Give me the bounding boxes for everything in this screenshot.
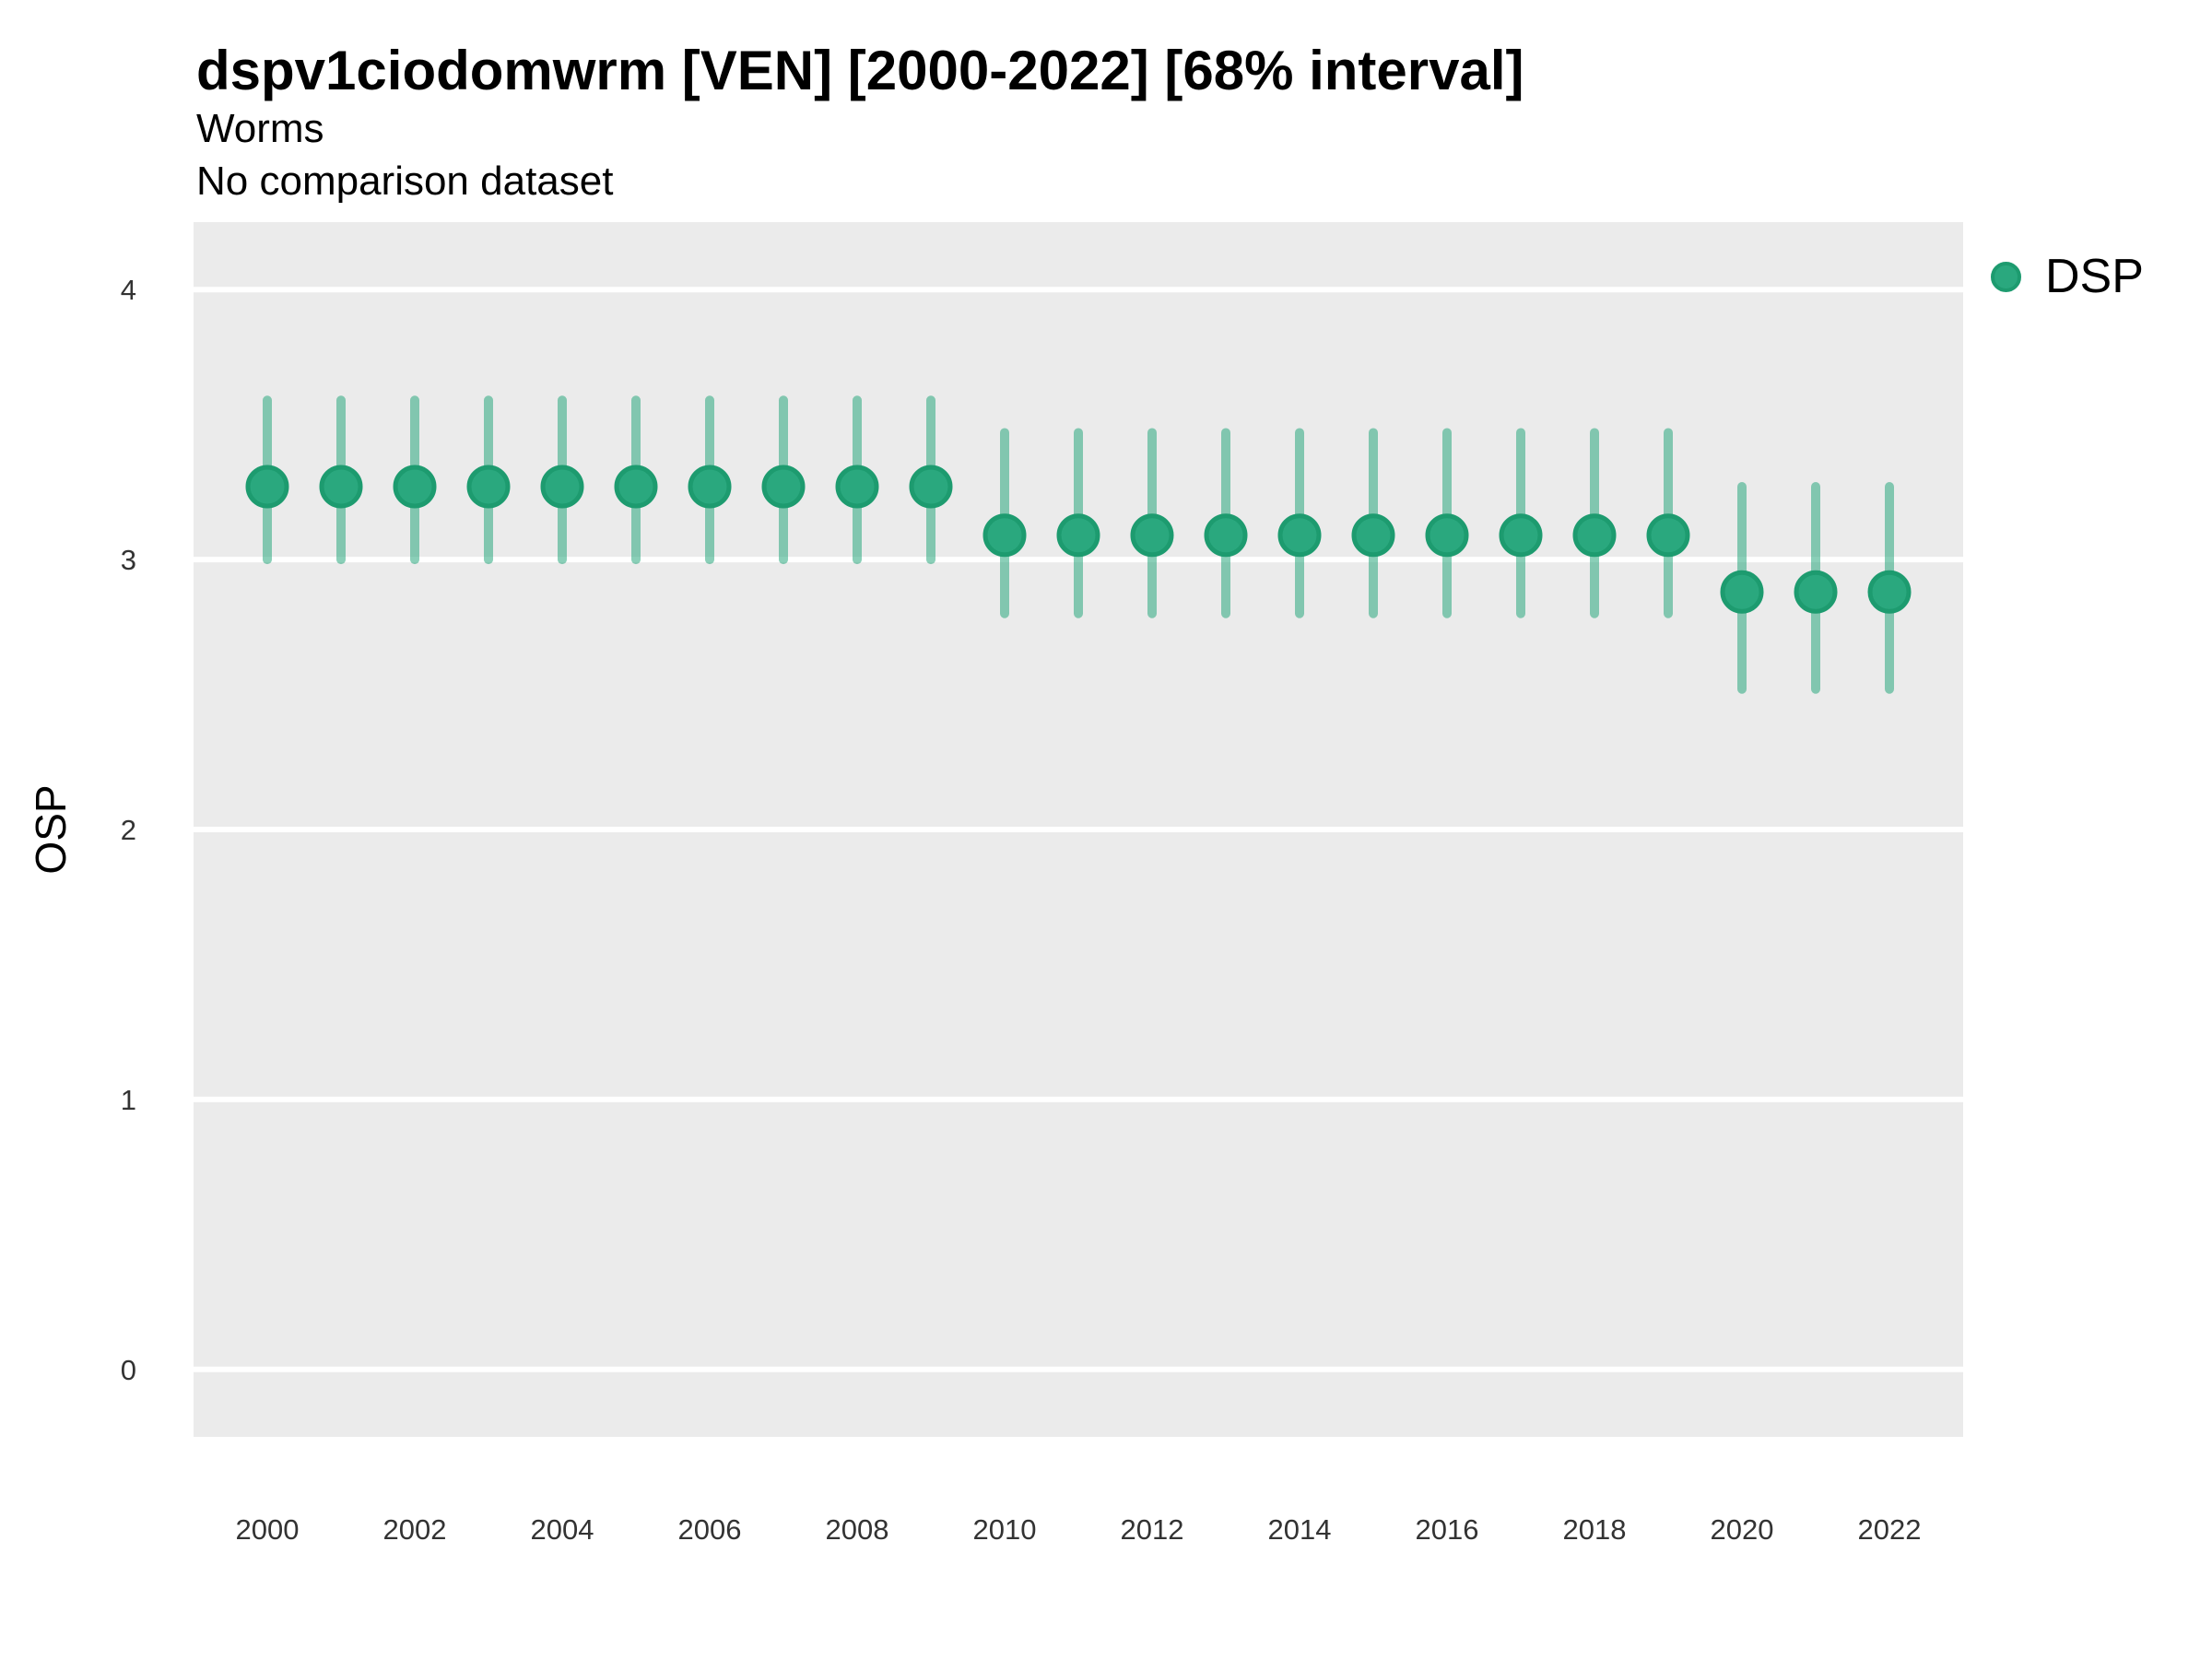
data-point-2012 <box>1130 513 1174 558</box>
data-point-2000 <box>245 465 289 509</box>
comparison-note: No comparison dataset <box>196 159 614 204</box>
x-tick-label: 2022 <box>1858 1513 1922 1546</box>
x-tick-label: 2002 <box>383 1513 447 1546</box>
x-tick-label: 2008 <box>826 1513 889 1546</box>
legend-label: DSP <box>2045 250 2144 303</box>
data-point-2021 <box>1794 570 1838 614</box>
x-tick-label: 2010 <box>973 1513 1037 1546</box>
data-point-2015 <box>1351 513 1395 558</box>
y-tick-label: 0 <box>121 1354 136 1386</box>
data-point-2022 <box>1867 570 1912 614</box>
data-point-2004 <box>540 465 584 509</box>
data-point-2019 <box>1646 513 1690 558</box>
x-tick-label: 2000 <box>236 1513 300 1546</box>
data-point-2020 <box>1720 570 1764 614</box>
data-point-2002 <box>393 465 437 509</box>
data-point-2008 <box>835 465 879 509</box>
x-tick-label: 2016 <box>1416 1513 1479 1546</box>
data-point-2001 <box>319 465 363 509</box>
data-point-2016 <box>1425 513 1469 558</box>
chart-subtitle: Worms <box>196 106 324 151</box>
data-point-2003 <box>466 465 511 509</box>
legend: DSP <box>1991 251 2144 302</box>
x-tick-label: 2018 <box>1563 1513 1627 1546</box>
page-title: dspv1ciodomwrm [VEN] [2000-2022] [68% in… <box>196 40 1524 101</box>
y-tick-label: 1 <box>121 1084 136 1116</box>
x-tick-label: 2020 <box>1711 1513 1774 1546</box>
x-tick-label: 2012 <box>1121 1513 1184 1546</box>
y-tick-label: 3 <box>121 544 136 576</box>
data-point-2007 <box>761 465 806 509</box>
data-point-2011 <box>1056 513 1100 558</box>
data-point-2018 <box>1572 513 1617 558</box>
data-point-2010 <box>982 513 1027 558</box>
y-tick-label: 2 <box>121 814 136 846</box>
data-point-2013 <box>1204 513 1248 558</box>
data-point-2005 <box>614 465 658 509</box>
legend-point-icon <box>1991 261 2021 292</box>
data-point-2009 <box>909 465 953 509</box>
x-tick-label: 2004 <box>531 1513 594 1546</box>
x-tick-label: 2014 <box>1268 1513 1332 1546</box>
data-point-2014 <box>1277 513 1322 558</box>
data-point-2006 <box>688 465 732 509</box>
y-tick-label: 4 <box>121 274 136 306</box>
y-axis-title: OSP <box>27 784 75 875</box>
data-point-2017 <box>1499 513 1543 558</box>
x-tick-label: 2006 <box>678 1513 742 1546</box>
